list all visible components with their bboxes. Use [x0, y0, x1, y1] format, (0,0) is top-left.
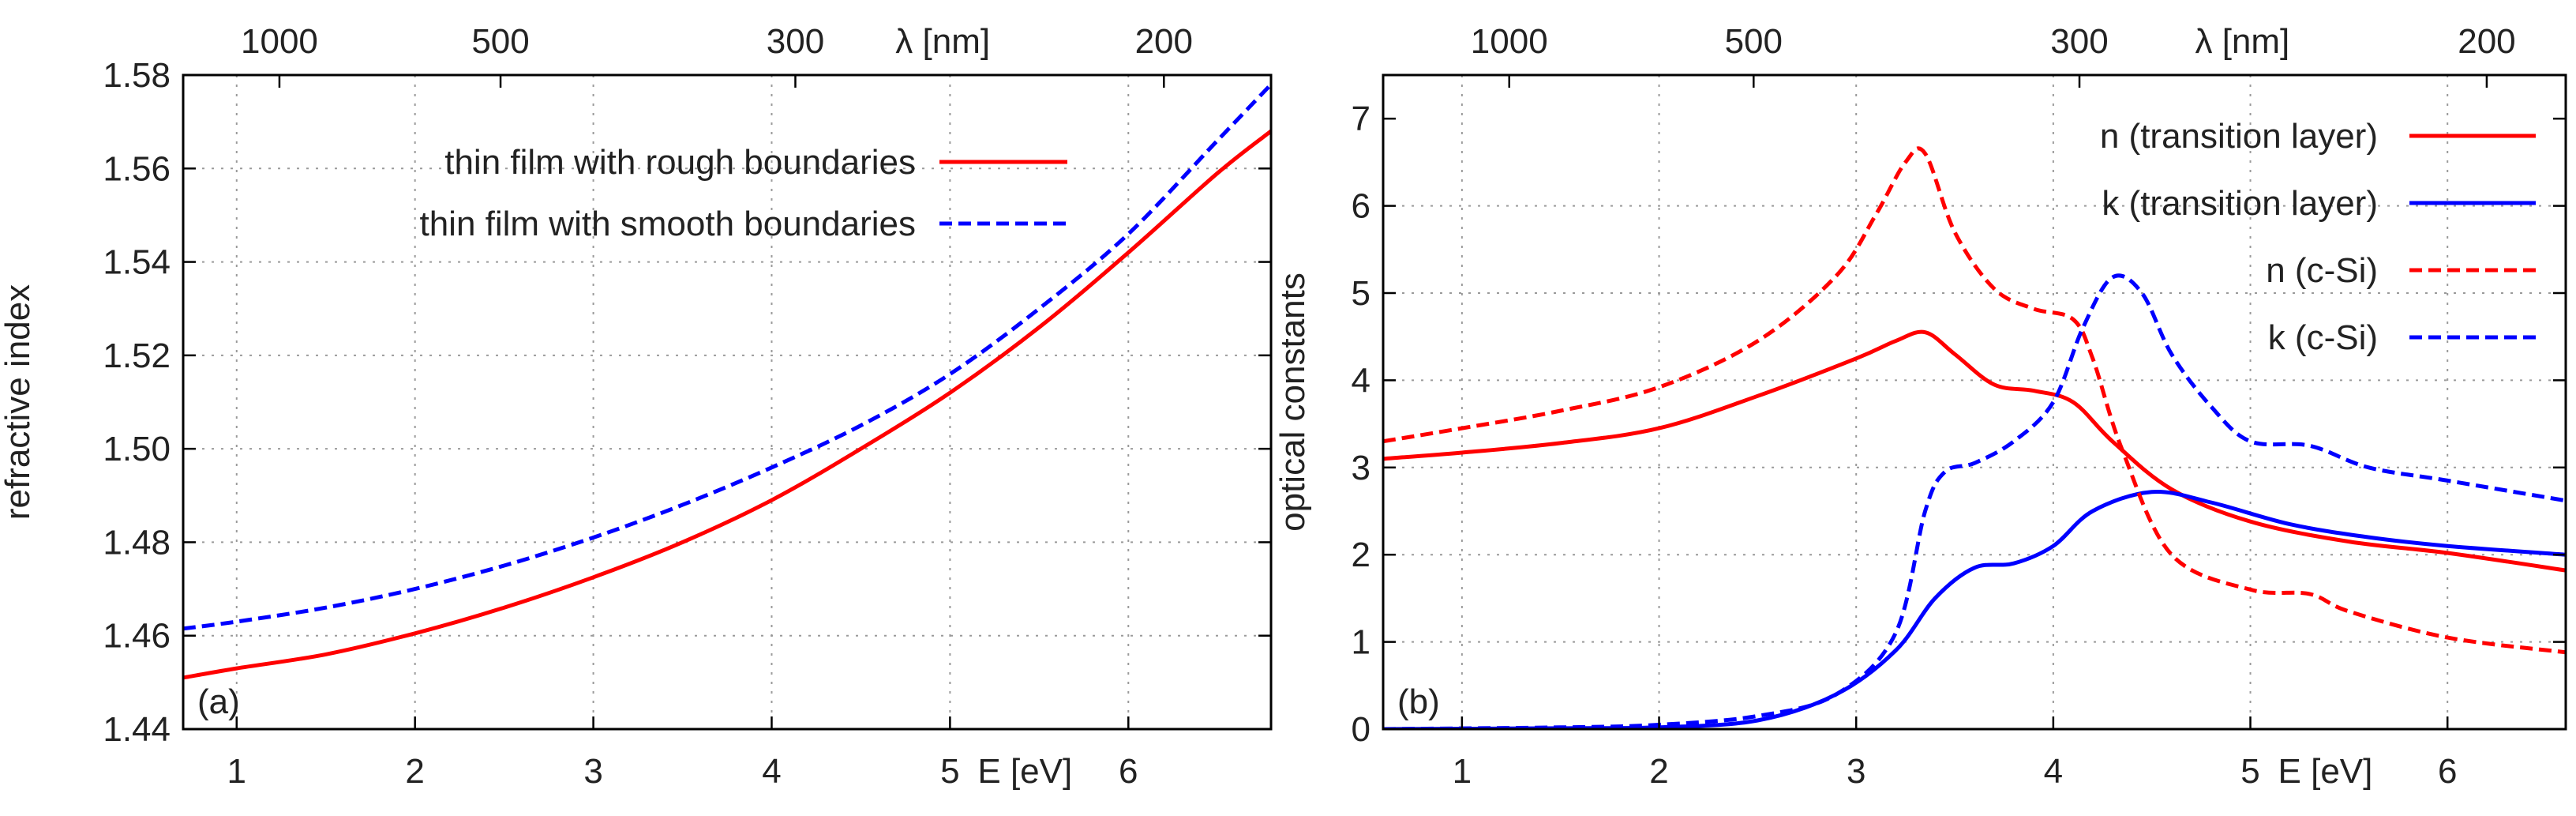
panel-b-grid — [1383, 75, 2566, 729]
panel-a-chart: 1 2 3 4 5 6 1.44 1.46 1.48 1.50 1.52 1.54 1.56 1.58 10… — [0, 22, 1273, 791]
panel-b-top-tick-label-1: 500 — [1725, 22, 1783, 61]
panel-b-series-1-line — [1383, 489, 2566, 729]
panel-a-top-tick-label-3: 200 — [1135, 22, 1193, 61]
panel-a-top-tick-label-1: 500 — [471, 22, 529, 61]
panel-b-y-tick-label-1: 1 — [1352, 623, 1370, 662]
panel-a-y-tick-label-4: 1.52 — [103, 337, 171, 375]
panel-b-x-tick-label-3: 4 — [2044, 752, 2063, 791]
panel-a-y-tick-label-3: 1.50 — [103, 430, 171, 468]
panel-b-y-tick-label-5: 5 — [1352, 274, 1370, 313]
panel-a-y-tick-label-0: 1.44 — [103, 710, 171, 749]
panel-b-series-0-line — [1383, 329, 2566, 573]
panel-b-plot-frame — [1382, 73, 2567, 731]
panel-a-x-tick-label-5: 6 — [1119, 752, 1138, 791]
panel-b-legend: n (transition layer) k (transition layer)… — [2100, 117, 2536, 357]
panel-b-y-tick-label-0: 0 — [1352, 710, 1370, 749]
panel-a-legend-label-1: thin film with smooth boundaries — [419, 205, 916, 243]
panel-a-x-tick-label-1: 2 — [405, 752, 424, 791]
panel-a-top-tick-label-2: 300 — [767, 22, 824, 61]
panel-a-legend-label-0: thin film with rough boundaries — [444, 143, 916, 182]
panel-b-legend-label-0: n (transition layer) — [2100, 117, 2378, 156]
panel-a-y-tick-label-7: 1.58 — [103, 56, 171, 95]
panel-b-x-tick-label-0: 1 — [1453, 752, 1472, 791]
panel-b-x-tick-label-1: 2 — [1649, 752, 1668, 791]
panel-a-x-tick-label-0: 1 — [227, 752, 246, 791]
panel-b-series-group — [1383, 146, 2566, 729]
panel-a-series-1-line — [183, 83, 1271, 631]
panel-b-y-tick-label-6: 6 — [1352, 187, 1370, 226]
panel-b-top-tick-label-2: 300 — [2050, 22, 2108, 61]
panel-b-legend-label-1: k (transition layer) — [2102, 184, 2378, 223]
panel-b-x-tick-label-2: 3 — [1847, 752, 1865, 791]
panel-b-y-axis-label: optical constants — [1273, 273, 1312, 532]
panel-b-ticks: 1 2 3 4 5 6 0 1 2 3 4 5 6 7 1000 500 300 200 — [1352, 22, 2566, 791]
panel-b-top-tick-label-3: 200 — [2458, 22, 2515, 61]
panel-b-top-tick-label-0: 1000 — [1471, 22, 1548, 61]
panel-a-label: (a) — [197, 683, 240, 721]
panel-a-top-axis-label: λ [nm] — [895, 22, 990, 61]
panel-a-grid — [183, 75, 1271, 729]
panel-a-x-tick-label-3: 4 — [762, 752, 781, 791]
panel-a-x-tick-label-4: 5 — [940, 752, 959, 791]
panel-b-y-tick-label-4: 4 — [1352, 361, 1370, 400]
panel-a-plot-frame — [182, 73, 1273, 731]
panel-a-y-tick-label-5: 1.54 — [103, 243, 171, 282]
panel-b-x-tick-label-5: 6 — [2438, 752, 2457, 791]
panel-a-y-axis-label: refractive index — [0, 284, 37, 520]
panel-a-y-tick-label-2: 1.48 — [103, 523, 171, 562]
panel-b-legend-label-3: k (c-Si) — [2268, 318, 2378, 357]
panel-a-series-0-line — [183, 130, 1271, 680]
panel-a-ticks: 1 2 3 4 5 6 1.44 1.46 1.48 1.50 1.52 1.54 1.56 1.58 10… — [103, 22, 1271, 791]
panel-b-y-tick-label-3: 3 — [1352, 449, 1370, 487]
panel-a-legend: thin film with rough boundaries thin film… — [419, 143, 1067, 243]
panel-a-y-tick-label-6: 1.56 — [103, 149, 171, 188]
panel-b-y-tick-label-7: 7 — [1352, 100, 1370, 138]
panel-a-x-axis-label: E [eV] — [977, 752, 1072, 791]
panel-b-x-tick-label-4: 5 — [2240, 752, 2259, 791]
panel-b-series-3-line — [1383, 273, 2566, 729]
panel-b-x-axis-label: E [eV] — [2278, 752, 2373, 791]
panel-b-series-2-line — [1383, 146, 2566, 655]
panel-b-label: (b) — [1397, 683, 1440, 721]
panel-b-chart: 1 2 3 4 5 6 0 1 2 3 4 5 6 7 1000 500 300 200 optical cons… — [1273, 22, 2567, 791]
panel-b-legend-label-2: n (c-Si) — [2266, 251, 2378, 290]
panel-b-y-tick-label-2: 2 — [1352, 536, 1370, 574]
panel-a-y-tick-label-1: 1.46 — [103, 617, 171, 656]
panel-a-series-group — [183, 83, 1271, 680]
panel-a-top-tick-label-0: 1000 — [241, 22, 318, 61]
panel-b-top-axis-label: λ [nm] — [2195, 22, 2289, 61]
panel-a-x-tick-label-2: 3 — [583, 752, 602, 791]
